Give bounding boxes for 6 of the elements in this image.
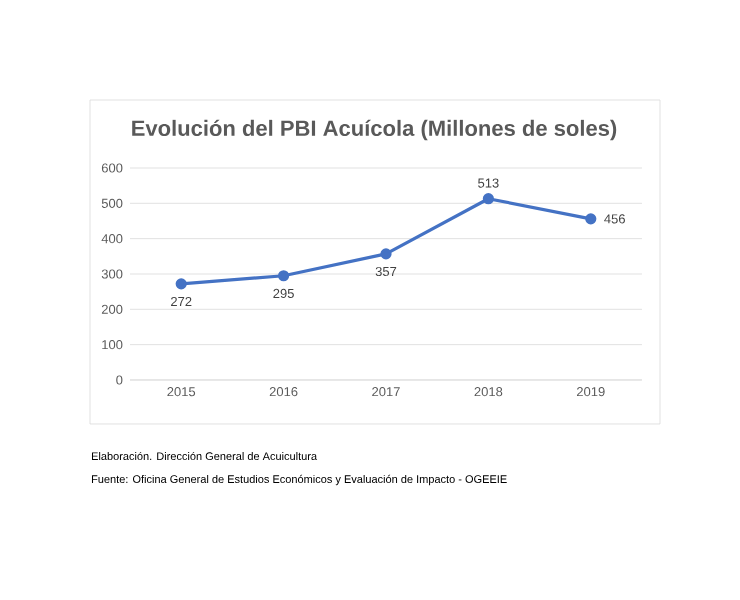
point bbox=[585, 213, 597, 225]
chart-title: Evolución del PBI Acuícola (Millones de soles) bbox=[132, 119, 617, 141]
point bbox=[175, 278, 187, 290]
point bbox=[380, 248, 392, 260]
point bbox=[278, 270, 290, 282]
point bbox=[482, 193, 494, 205]
